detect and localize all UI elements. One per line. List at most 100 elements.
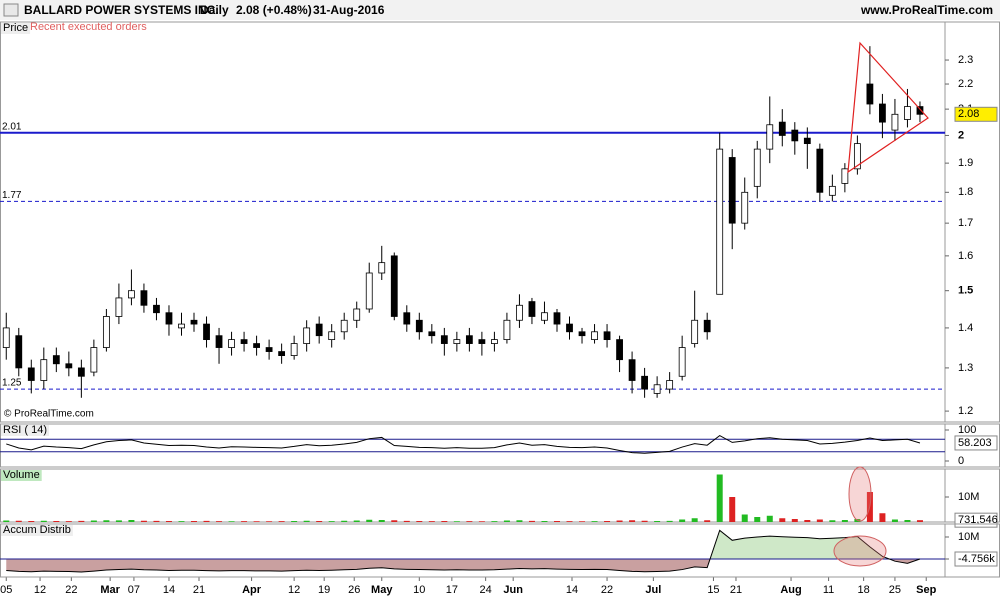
candle-body bbox=[816, 148, 824, 193]
candle-body bbox=[415, 319, 423, 333]
x-tick-label: Sep bbox=[916, 584, 936, 596]
candle-body bbox=[40, 359, 48, 381]
volume-bar bbox=[178, 521, 185, 522]
candle-body bbox=[165, 312, 173, 325]
candle-body bbox=[741, 191, 749, 224]
candle-body bbox=[265, 347, 273, 352]
volume-bar bbox=[278, 521, 285, 522]
y-tick-label: 2.3 bbox=[958, 54, 973, 66]
value-tag bbox=[954, 551, 998, 567]
y-tick-label: 1.6 bbox=[958, 250, 973, 262]
value-tag-label: 731,546 bbox=[958, 514, 998, 526]
volume-bar bbox=[115, 520, 122, 522]
volume-bar bbox=[891, 519, 898, 522]
volume-bar bbox=[528, 520, 535, 522]
volume-bar bbox=[153, 520, 160, 522]
volume-bar bbox=[303, 520, 310, 522]
volume-bar bbox=[829, 520, 836, 522]
candle-body bbox=[916, 106, 924, 115]
volume-bar bbox=[716, 474, 723, 522]
candle-body bbox=[541, 312, 548, 321]
candle-body bbox=[353, 308, 361, 321]
volume-bar bbox=[741, 514, 748, 522]
candle-body bbox=[853, 143, 861, 170]
panel-title-bg bbox=[1, 23, 31, 34]
panel-note[interactable]: Recent executed orders bbox=[30, 21, 147, 33]
volume-bar bbox=[203, 520, 210, 522]
highlight bbox=[833, 535, 887, 567]
candle-body bbox=[102, 316, 110, 348]
x-tick-label: Jul bbox=[645, 584, 661, 596]
volume-bar bbox=[253, 521, 260, 522]
volume-bar bbox=[428, 521, 435, 522]
panel-title: Volume bbox=[3, 469, 40, 481]
volume-bar bbox=[841, 520, 848, 522]
candle-body bbox=[828, 185, 836, 196]
volume-bar bbox=[266, 521, 273, 522]
panel-frame bbox=[0, 21, 1000, 423]
y-tick-label: 100 bbox=[958, 424, 976, 436]
candle-body bbox=[453, 339, 461, 344]
candle-body bbox=[791, 129, 799, 142]
x-tick-label: 14 bbox=[163, 584, 175, 596]
volume-bar bbox=[466, 521, 473, 522]
candle-body bbox=[666, 380, 674, 390]
x-tick-label: 12 bbox=[288, 584, 300, 596]
volume-bar bbox=[491, 521, 498, 522]
candle-body bbox=[440, 335, 448, 344]
volume-bar bbox=[40, 520, 47, 522]
volume-bar bbox=[378, 520, 385, 522]
volume-bar bbox=[729, 497, 736, 522]
y-tick-label: 1.9 bbox=[958, 157, 973, 169]
y-tick-label: 2.2 bbox=[958, 78, 973, 90]
x-tick-label: May bbox=[371, 584, 393, 596]
panel-title: RSI ( 14) bbox=[3, 424, 47, 436]
triangle-pattern bbox=[847, 41, 929, 174]
panel-title-bg bbox=[1, 525, 73, 536]
candle-body bbox=[591, 331, 598, 341]
volume-bar bbox=[591, 521, 598, 522]
value-tag bbox=[954, 106, 998, 122]
candle-body bbox=[803, 137, 811, 145]
volume-bar bbox=[791, 519, 798, 522]
x-tick-label: 21 bbox=[730, 584, 742, 596]
x-tick-label: 25 bbox=[889, 584, 901, 596]
candle-body bbox=[691, 319, 699, 344]
candle-body bbox=[65, 363, 73, 369]
candle-body bbox=[228, 339, 235, 348]
value-tag bbox=[954, 435, 998, 451]
volume-bar bbox=[579, 521, 586, 522]
x-tick-label: Mar bbox=[100, 584, 120, 596]
x-tick-label: 12 bbox=[34, 584, 46, 596]
x-tick-label: 24 bbox=[480, 584, 492, 596]
volume-bar bbox=[704, 520, 711, 522]
candle-body bbox=[403, 312, 411, 325]
volume-bar bbox=[216, 521, 223, 522]
candle-body bbox=[390, 255, 398, 317]
x-tick-label: 26 bbox=[348, 584, 360, 596]
highlight bbox=[848, 466, 872, 522]
candle-body bbox=[328, 331, 336, 341]
candle-body bbox=[653, 384, 661, 394]
x-tick-label: 22 bbox=[601, 584, 613, 596]
volume-bar bbox=[28, 521, 35, 522]
candle-body bbox=[603, 331, 611, 341]
candle-body bbox=[516, 304, 523, 321]
x-tick-label: 22 bbox=[65, 584, 77, 596]
x-tick-label: 10 bbox=[413, 584, 425, 596]
candle-body bbox=[2, 327, 10, 348]
candle-body bbox=[478, 339, 486, 344]
volume-bar bbox=[766, 515, 773, 522]
x-tick-label: Jun bbox=[503, 584, 523, 596]
area-negative bbox=[6, 558, 920, 572]
candle-body bbox=[628, 359, 636, 381]
volume-bar bbox=[103, 520, 110, 522]
y-tick-label: 1.2 bbox=[958, 405, 973, 417]
ad-line bbox=[6, 529, 921, 573]
y-tick-label: 1.8 bbox=[958, 186, 973, 198]
y-tick-label: 10M bbox=[958, 491, 979, 503]
logo bbox=[3, 3, 19, 17]
candle-body bbox=[378, 262, 386, 274]
volume-bar bbox=[328, 521, 335, 522]
